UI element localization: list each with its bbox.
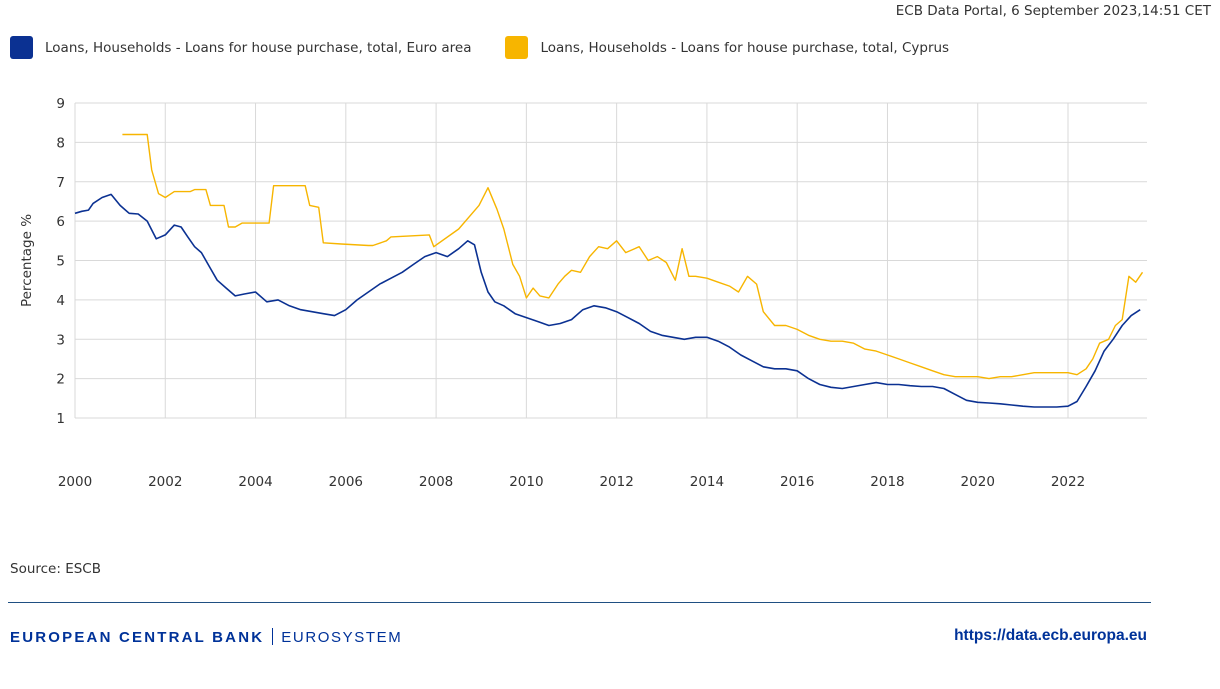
series-line-euro-area[interactable] <box>74 193 1141 408</box>
portal-link[interactable]: https://data.ecb.europa.eu <box>954 627 1147 644</box>
x-tick-label: 2010 <box>509 474 543 490</box>
series-line-cyprus[interactable] <box>122 133 1144 380</box>
y-tick-label: 3 <box>56 332 65 348</box>
x-tick-label: 2020 <box>961 474 995 490</box>
logo-separator <box>272 628 274 645</box>
legend-label-cyprus: Loans, Households - Loans for house purc… <box>540 39 950 56</box>
y-tick-label: 8 <box>56 135 65 151</box>
timestamp: ECB Data Portal, 6 September 2023,14:51 … <box>895 3 1211 19</box>
chart-series <box>74 133 1144 408</box>
legend: Loans, Households - Loans for house purc… <box>10 36 983 59</box>
x-tick-label: 2006 <box>329 474 363 490</box>
x-tick-label: 2002 <box>148 474 182 490</box>
system-name: EUROSYSTEM <box>281 629 403 646</box>
y-axis: 1 2 3 4 5 6 7 8 9 <box>56 96 65 427</box>
x-tick-label: 2000 <box>58 474 92 490</box>
y-tick-label: 9 <box>56 96 65 112</box>
y-tick-label: 1 <box>56 411 65 427</box>
x-tick-label: 2018 <box>870 474 904 490</box>
y-tick-label: 4 <box>56 293 65 309</box>
chart-grid <box>74 102 1147 419</box>
x-tick-label: 2012 <box>599 474 633 490</box>
y-tick-label: 5 <box>56 254 65 270</box>
x-tick-label: 2008 <box>419 474 453 490</box>
legend-item-cyprus[interactable]: Loans, Households - Loans for house purc… <box>505 36 949 59</box>
x-tick-label: 2022 <box>1051 474 1085 490</box>
x-tick-label: 2016 <box>780 474 814 490</box>
y-axis-label: Percentage % <box>19 214 35 307</box>
ecb-logo: EUROPEAN CENTRAL BANK EUROSYSTEM <box>10 628 402 646</box>
source-note: Source: ESCB <box>10 561 101 577</box>
legend-swatch-euro-area <box>10 36 33 59</box>
footer-divider <box>8 602 1151 603</box>
x-tick-label: 2004 <box>238 474 272 490</box>
y-tick-label: 6 <box>56 214 65 230</box>
bank-name: EUROPEAN CENTRAL BANK <box>10 629 265 646</box>
x-tick-label: 2014 <box>690 474 724 490</box>
y-tick-label: 7 <box>56 175 65 191</box>
y-tick-label: 2 <box>56 372 65 388</box>
legend-swatch-cyprus <box>505 36 529 59</box>
legend-item-euro-area[interactable]: Loans, Households - Loans for house purc… <box>10 36 471 59</box>
x-axis: 2000 2002 2004 2006 2008 2010 2012 2014 2016 2018… <box>58 474 1085 490</box>
legend-label-euro-area: Loans, Households - Loans for house purc… <box>45 39 472 56</box>
